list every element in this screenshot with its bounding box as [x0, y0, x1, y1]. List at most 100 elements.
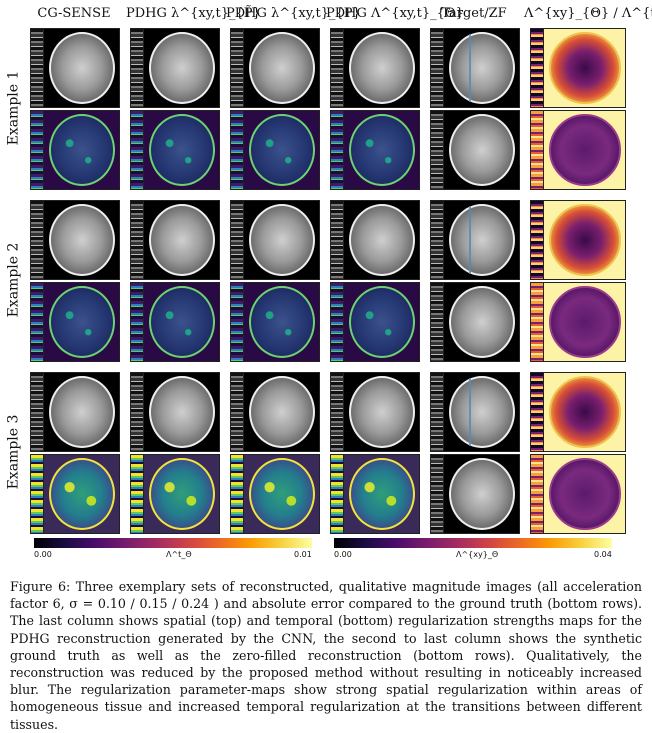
temporal-profile-strip	[231, 111, 244, 189]
panel-ex1-row1-col1-magnitude-image	[30, 28, 120, 108]
brain-slice	[49, 286, 115, 358]
temporal-profile-strip	[531, 283, 544, 361]
temporal-profile-strip	[31, 111, 44, 189]
temporal-profile-strip	[131, 455, 144, 533]
temporal-profile-strip	[531, 455, 544, 533]
colorbar-temporal-min: 0.00	[34, 550, 52, 559]
profile-line-marker	[469, 33, 471, 103]
panel-ex1-row1-col4-magnitude-image	[330, 28, 420, 108]
panel-ex2-row1-col5-magnitude-image	[430, 200, 520, 280]
panel-ex1-row1-col3-magnitude-image	[230, 28, 320, 108]
panel-ex3-row1-col1-magnitude-image	[30, 372, 120, 452]
temporal-profile-strip	[131, 373, 144, 451]
panel-ex2-row2-col6-temporal-param-map	[530, 282, 626, 362]
temporal-profile-strip	[131, 201, 144, 279]
temporal-profile-strip	[31, 373, 44, 451]
row-label-example-2: Example 2	[5, 242, 22, 318]
brain-slice	[449, 32, 515, 104]
brain-slice	[349, 286, 415, 358]
row-label-example-1: Example 1	[5, 70, 22, 146]
temporal-profile-strip	[231, 29, 244, 107]
panel-ex1-row2-col2-error-map	[130, 110, 220, 190]
panel-ex2-row2-col4-error-map	[330, 282, 420, 362]
panel-ex2-row2-col3-error-map	[230, 282, 320, 362]
panel-ex2-row2-col1-error-map	[30, 282, 120, 362]
temporal-profile-strip	[331, 29, 344, 107]
temporal-profile-strip	[331, 373, 344, 451]
brain-slice	[149, 114, 215, 186]
colorbar-temporal-max: 0.01	[294, 550, 312, 559]
panel-ex1-row2-col6-temporal-param-map	[530, 110, 626, 190]
brain-slice	[349, 376, 415, 448]
temporal-profile-strip	[431, 283, 444, 361]
panel-ex1-row2-col3-error-map	[230, 110, 320, 190]
brain-slice	[549, 204, 621, 276]
temporal-profile-strip	[31, 29, 44, 107]
panel-ex2-row1-col3-magnitude-image	[230, 200, 320, 280]
temporal-profile-strip	[131, 29, 144, 107]
temporal-profile-strip	[531, 373, 544, 451]
panel-ex3-row2-col2-error-map	[130, 454, 220, 534]
brain-slice	[249, 376, 315, 448]
panel-ex3-row2-col5-zero-filled-image	[430, 454, 520, 534]
brain-slice	[149, 204, 215, 276]
temporal-profile-strip	[431, 201, 444, 279]
panel-ex1-row1-col6-spatial-param-map	[530, 28, 626, 108]
brain-slice	[149, 32, 215, 104]
brain-slice	[349, 458, 415, 530]
column-header-param-maps: Λ^{xy}_{Θ} / Λ^{t}_{Θ}	[524, 6, 652, 21]
colorbar-spatial-min: 0.00	[334, 550, 352, 559]
temporal-profile-strip	[531, 201, 544, 279]
brain-slice	[449, 458, 515, 530]
temporal-profile-strip	[231, 373, 244, 451]
temporal-profile-strip	[431, 29, 444, 107]
brain-slice	[549, 458, 621, 530]
temporal-profile-strip	[331, 111, 344, 189]
temporal-profile-strip	[431, 111, 444, 189]
brain-slice	[49, 458, 115, 530]
brain-slice	[449, 114, 515, 186]
brain-slice	[349, 204, 415, 276]
temporal-profile-strip	[31, 283, 44, 361]
panel-ex1-row1-col5-magnitude-image	[430, 28, 520, 108]
brain-slice	[49, 114, 115, 186]
brain-slice	[549, 32, 621, 104]
brain-slice	[549, 286, 621, 358]
temporal-profile-strip	[31, 201, 44, 279]
figure-caption: Figure 6: Three exemplary sets of recons…	[10, 579, 642, 732]
profile-line-marker	[469, 377, 471, 447]
brain-slice	[449, 376, 515, 448]
temporal-profile-strip	[331, 201, 344, 279]
temporal-profile-strip	[131, 111, 144, 189]
temporal-profile-strip	[31, 455, 44, 533]
temporal-profile-strip	[531, 29, 544, 107]
panel-ex2-row1-col2-magnitude-image	[130, 200, 220, 280]
profile-line-marker	[469, 205, 471, 275]
panel-ex2-row2-col5-zero-filled-image	[430, 282, 520, 362]
panel-ex3-row1-col2-magnitude-image	[130, 372, 220, 452]
column-header-pdhg-p-tilde: PDHG λ^{xy,t}_{P̃}	[126, 6, 261, 21]
temporal-profile-strip	[331, 455, 344, 533]
temporal-profile-strip	[231, 455, 244, 533]
panel-ex2-row1-col1-magnitude-image	[30, 200, 120, 280]
column-header-pdhg-theta: PDHG Λ^{xy,t}_{Θ}	[326, 6, 464, 21]
row-label-example-3: Example 3	[5, 414, 22, 490]
column-header-cg-sense: CG-SENSE	[37, 6, 111, 21]
brain-slice	[549, 376, 621, 448]
brain-slice	[249, 114, 315, 186]
panel-ex1-row1-col2-magnitude-image	[130, 28, 220, 108]
brain-slice	[149, 376, 215, 448]
brain-slice	[549, 114, 621, 186]
panel-ex3-row1-col4-magnitude-image	[330, 372, 420, 452]
panel-ex3-row1-col5-magnitude-image	[430, 372, 520, 452]
panel-ex1-row2-col1-error-map	[30, 110, 120, 190]
panel-ex3-row2-col6-temporal-param-map	[530, 454, 626, 534]
panel-ex3-row2-col3-error-map	[230, 454, 320, 534]
brain-slice	[49, 376, 115, 448]
brain-slice	[449, 204, 515, 276]
brain-slice	[249, 458, 315, 530]
panel-ex3-row2-col4-error-map	[330, 454, 420, 534]
panel-ex3-row1-col3-magnitude-image	[230, 372, 320, 452]
temporal-profile-strip	[231, 201, 244, 279]
brain-slice	[149, 286, 215, 358]
